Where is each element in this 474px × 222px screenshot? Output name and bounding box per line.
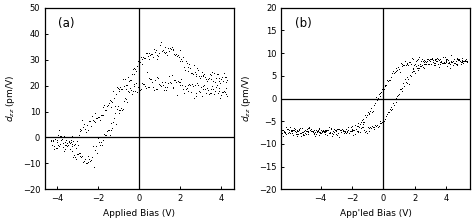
- Text: (a): (a): [58, 17, 75, 30]
- X-axis label: App'led Bias (V): App'led Bias (V): [340, 209, 411, 218]
- X-axis label: Applied Bias (V): Applied Bias (V): [103, 209, 175, 218]
- Y-axis label: $d_{zz}$ (pm/V): $d_{zz}$ (pm/V): [4, 75, 17, 122]
- Y-axis label: $d_{zz}$ (pm/V): $d_{zz}$ (pm/V): [240, 75, 254, 122]
- Text: (b): (b): [294, 17, 311, 30]
